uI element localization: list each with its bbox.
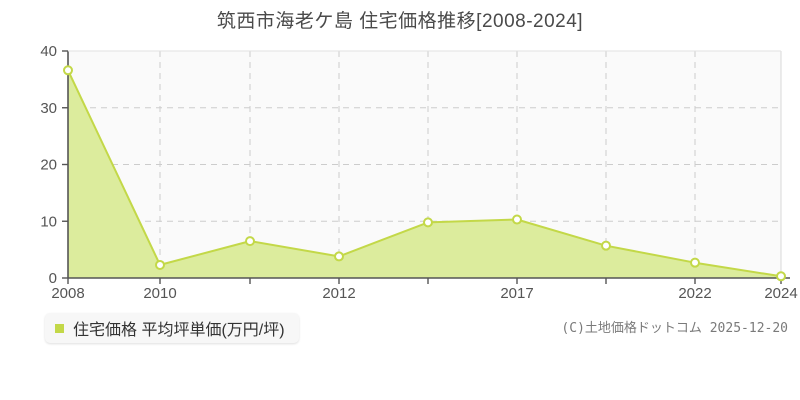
- legend-series-label: 住宅価格 平均坪単価(万円/坪): [73, 322, 285, 339]
- x-tick-label: 2012: [322, 285, 355, 302]
- data-point-marker: [245, 236, 255, 247]
- data-point-marker: [334, 251, 344, 262]
- y-tick-label: 40: [40, 43, 57, 60]
- x-tick-label: 2010: [143, 285, 176, 302]
- legend-color-swatch-icon: [55, 323, 64, 333]
- chart-legend[interactable]: 住宅価格 平均坪単価(万円/坪): [45, 313, 299, 343]
- data-point-marker: [776, 271, 786, 282]
- series-area-fill: [68, 70, 781, 278]
- x-tick-label: 2022: [678, 285, 711, 302]
- x-tick-label: 2024: [764, 285, 797, 302]
- y-tick-label: 20: [40, 157, 57, 174]
- x-tick-label: 2017: [500, 285, 533, 302]
- x-axis-ticks: [67, 278, 782, 284]
- data-point-markers: [63, 65, 786, 282]
- data-point-marker: [155, 259, 165, 270]
- x-tick-label: 2008: [51, 285, 84, 302]
- data-point-marker: [601, 240, 611, 251]
- chart-title-text: 筑西市海老ケ島 住宅価格推移[2008-2024]: [216, 11, 584, 32]
- data-point-marker: [690, 257, 700, 268]
- y-axis-tick-labels: 0 10 20 30 40: [40, 43, 57, 287]
- y-tick-label: 30: [40, 100, 57, 117]
- y-tick-label: 0: [49, 270, 57, 287]
- data-point-marker: [423, 217, 433, 228]
- y-tick-label: 10: [40, 213, 57, 230]
- x-axis-tick-labels: 2008 2010 2012 2017 2022 2024: [51, 285, 797, 302]
- data-point-marker: [512, 214, 522, 225]
- copyright-credit: (C)土地価格ドットコム 2025-12-20: [561, 321, 788, 336]
- data-point-marker: [63, 65, 73, 76]
- page-title: 筑西市海老ケ島 住宅価格推移[2008-2024]: [0, 6, 800, 33]
- y-axis-ticks: [62, 50, 68, 279]
